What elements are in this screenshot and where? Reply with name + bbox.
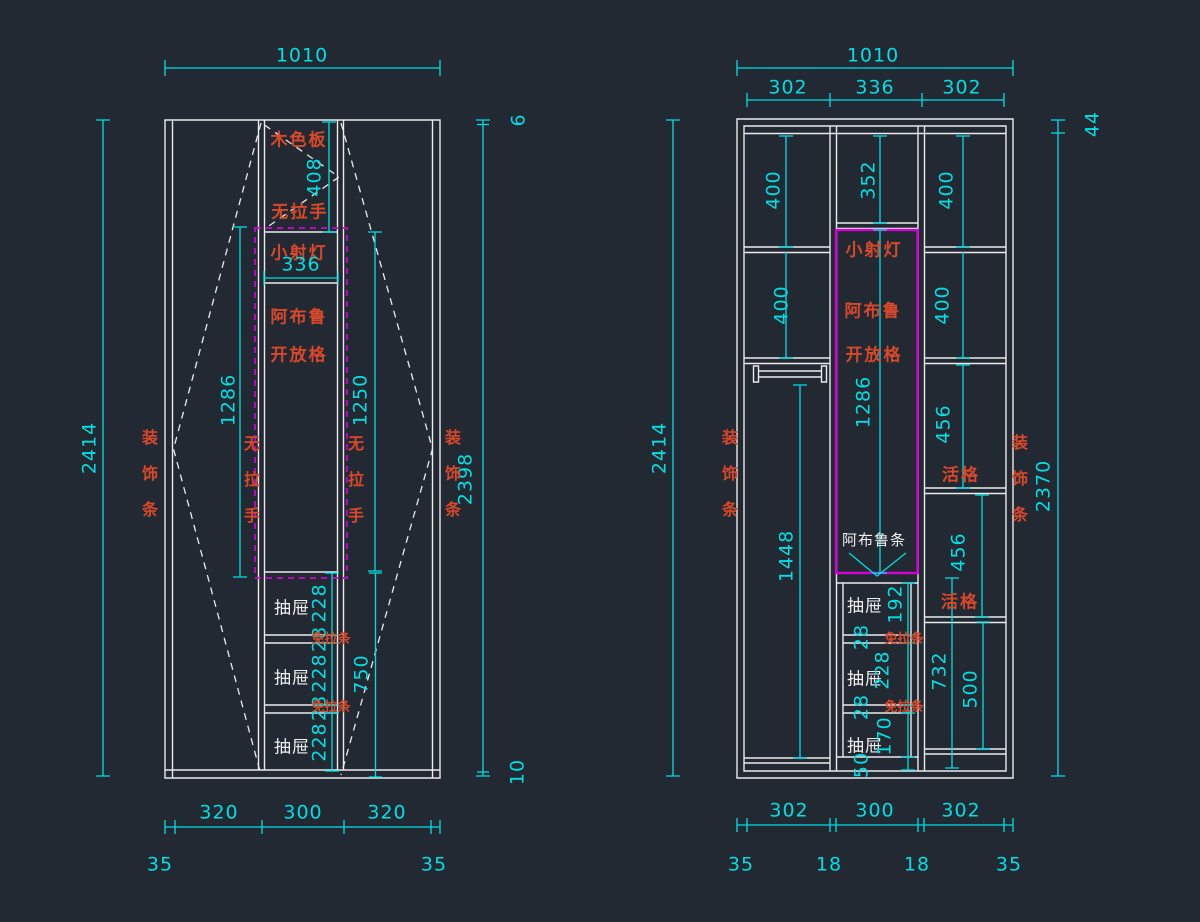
- dim-drawer-228-3: 228: [308, 722, 331, 762]
- label-deco-strip-ll: 装 饰 条: [141, 428, 159, 519]
- dim-niche-height-1286-right: 1286: [852, 375, 875, 429]
- dim-door-height-1250: 1250: [349, 373, 372, 427]
- label-spotlight-left: 小射灯: [270, 243, 328, 264]
- dim-top-336: 336: [855, 76, 895, 99]
- dim-flap-height-408: 408: [303, 157, 326, 197]
- dim-drawer-170: 170: [873, 716, 896, 756]
- dim-352: 352: [857, 160, 880, 200]
- label-wood-panel: 木色板: [270, 130, 328, 151]
- open-niche-outline-right: [834, 228, 919, 575]
- label-no-pull-strip-l2: 免拉条: [311, 699, 351, 715]
- dim-drawer-192: 192: [884, 584, 907, 624]
- abulu-strip-leader: [848, 552, 907, 577]
- dim-bottom-320-2: 320: [367, 801, 407, 824]
- label-abulu-strip: 阿布鲁条: [841, 530, 907, 549]
- label-abulu-right: 阿布鲁: [844, 301, 902, 322]
- dim-500: 500: [959, 669, 982, 709]
- dim-400-right-2: 400: [931, 285, 954, 325]
- dim-top-rail-44: 44: [1081, 110, 1104, 138]
- label-open-shelf-left: 开放格: [270, 345, 328, 366]
- dim-side-height-2370: 2370: [1032, 459, 1055, 513]
- label-no-pull-strip-r2: 免拉条: [884, 699, 924, 715]
- label-no-handle-side-right: 无 拉 手: [347, 434, 365, 525]
- dim-drawer-228-1: 228: [308, 583, 331, 623]
- dim-732: 732: [928, 651, 951, 691]
- dim-bottom-300-left: 300: [283, 801, 323, 824]
- dim-niche-width-336: 336: [281, 253, 321, 276]
- dim-drawer-228-2: 228: [308, 653, 331, 693]
- dim-margin-35-r2: 35: [995, 853, 1023, 876]
- label-drawer-l1: 抽屉: [274, 598, 310, 619]
- dim-overall-height-left: 2414: [78, 421, 101, 475]
- hanger-rod: [752, 365, 828, 383]
- label-deco-strip-rr: 装 饰 条: [1011, 433, 1029, 524]
- left-cabinet-outline: [164, 119, 441, 779]
- dim-456-1: 456: [932, 404, 955, 444]
- dim-drawers-total-750: 750: [350, 654, 373, 694]
- dim-bottom-320-1: 320: [199, 801, 239, 824]
- dim-margin-35-l2: 35: [420, 853, 448, 876]
- label-adj-shelf-2: 活格: [941, 592, 979, 613]
- dim-overall-width-right: 1010: [846, 44, 900, 67]
- dim-niche-height-1286-left: 1286: [217, 373, 240, 427]
- label-adj-shelf-1: 活格: [942, 465, 980, 486]
- label-drawer-l3: 抽屉: [274, 737, 310, 758]
- dim-overall-width-left: 1010: [275, 44, 329, 67]
- dim-gap-18-2: 18: [903, 853, 931, 876]
- label-drawer-r1: 抽屉: [847, 596, 883, 617]
- label-no-handle-top: 无拉手: [271, 202, 329, 223]
- dim-base-50: 50: [850, 751, 873, 779]
- label-spotlight-right: 小射灯: [845, 240, 903, 261]
- dim-bottom-302-1: 302: [769, 799, 809, 822]
- dim-margin-35-l1: 35: [146, 853, 174, 876]
- label-drawer-l2: 抽屉: [274, 668, 310, 689]
- dim-456-2: 456: [947, 532, 970, 572]
- dim-bottom-302-2: 302: [941, 799, 981, 822]
- door-swing-dashes: [172, 122, 434, 776]
- dim-top-302-2: 302: [942, 76, 982, 99]
- label-drawer-r2: 抽屉: [847, 669, 883, 690]
- label-no-handle-side-left: 无 拉 手: [243, 434, 261, 525]
- dim-top-gap-6: 6: [507, 113, 530, 127]
- right-dimension-lines: [666, 60, 1065, 832]
- label-deco-strip-rl: 装 饰 条: [721, 428, 739, 519]
- dim-bottom-300-right: 300: [855, 799, 895, 822]
- dim-margin-35-r1: 35: [727, 853, 755, 876]
- dim-gap-28-r2: 28: [850, 693, 873, 721]
- dim-overall-height-right: 2414: [648, 421, 671, 475]
- label-no-pull-strip-l1: 免拉条: [311, 631, 351, 647]
- dim-gap-18-1: 18: [815, 853, 843, 876]
- dim-400-left-2: 400: [770, 285, 793, 325]
- label-drawer-r3: 抽屉: [847, 736, 883, 757]
- label-open-shelf-right: 开放格: [845, 345, 903, 366]
- dim-400-left-1: 400: [762, 170, 785, 210]
- dim-gap-28-r1: 28: [850, 623, 873, 651]
- open-niche-dashed-outline: [254, 227, 348, 579]
- left-dimension-lines: [96, 60, 490, 834]
- dim-hanging-1448: 1448: [775, 529, 798, 583]
- label-abulu-left: 阿布鲁: [270, 307, 328, 328]
- dim-400-right-1: 400: [935, 170, 958, 210]
- dim-top-302-1: 302: [768, 76, 808, 99]
- dim-drawer-228-r: 228: [871, 650, 894, 690]
- label-deco-strip-lr: 装 饰 条: [444, 428, 462, 519]
- label-no-pull-strip-r1: 免拉条: [884, 631, 924, 647]
- dim-bottom-gap-10: 10: [506, 758, 529, 786]
